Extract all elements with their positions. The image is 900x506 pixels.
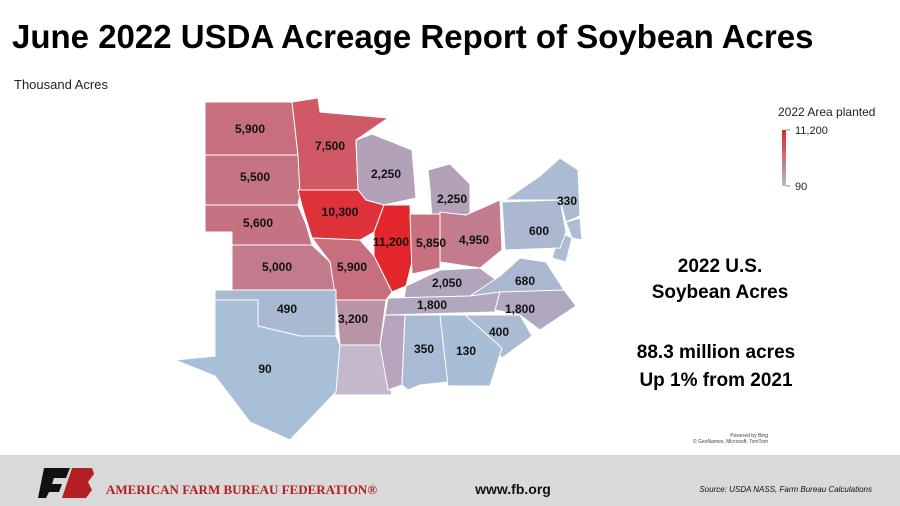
map-credit: Powered by Bing [730,433,768,439]
total: 88.3 million acres [637,342,795,363]
url: www.fb.org [474,481,551,497]
state [439,314,503,387]
value-label: 7,500 [315,139,345,153]
value-label: 10,300 [322,205,359,219]
value-label: 1,800 [417,298,447,312]
colorbar-label: 90 [795,181,807,193]
value-label: 5,000 [262,260,292,274]
value-label: 5,500 [240,170,270,184]
headline: 2022 U.S. Soybean Acres [652,256,789,303]
value-label: 2,250 [437,192,467,206]
value-label: 11,200 [373,235,409,249]
footer-band [0,455,900,506]
value-label: 5,900 [235,122,265,136]
value-label: 4,950 [459,233,489,247]
state [551,231,573,263]
chart-title: June 2022 USDA Acreage Report of Soybean… [12,18,813,55]
value-label: 130 [456,344,476,358]
state [409,213,441,275]
change: Up 1% from 2021 [639,370,793,391]
value-label: 2,050 [432,276,462,290]
state [310,237,393,301]
state [204,154,301,206]
map-copyright: © GeoNames, Microsoft, TomTom [693,438,768,445]
legend-title: 2022 Area planted [778,105,875,119]
value-label: 3,200 [338,312,368,326]
state [335,299,387,346]
source: Source: USDA NASS, Farm Bureau Calculati… [699,485,872,494]
colorbar [782,130,786,186]
map [174,97,583,441]
value-label: 680 [515,274,535,288]
value-label: 400 [489,325,509,339]
value-label: 350 [414,342,434,356]
value-label: 90 [258,362,272,376]
value-label: 1,800 [505,302,535,316]
organization: AMERICAN FARM BUREAU FEDERATION® [106,482,377,497]
colorbar-label: 11,200 [795,125,828,137]
state [439,199,503,269]
state [565,217,583,241]
value-label: 490 [277,302,297,316]
value-label: 5,600 [243,216,273,230]
value-label: 330 [557,194,577,208]
value-label: 2,250 [371,167,401,181]
state [174,299,341,441]
logo [38,468,94,498]
value-label: 5,900 [337,260,367,274]
state [501,199,567,251]
value-label: 5,850 [416,236,446,250]
subtitle: Thousand Acres [14,77,108,92]
value-label: 600 [529,224,549,238]
